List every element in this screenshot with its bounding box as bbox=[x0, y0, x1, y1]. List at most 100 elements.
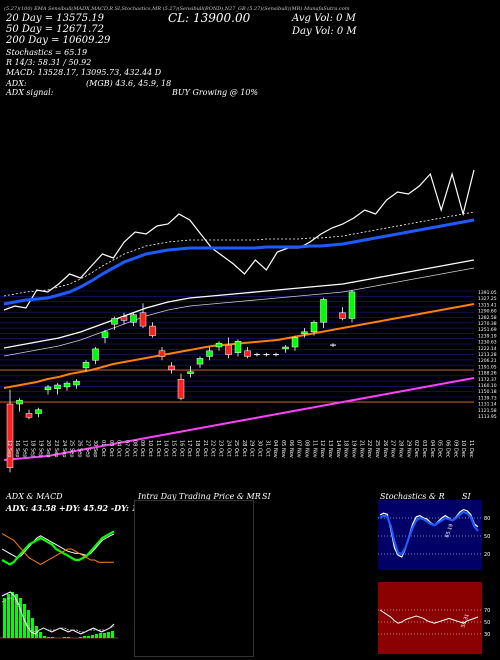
price-tick: 1113.95 bbox=[478, 414, 497, 420]
stoch-series-1 bbox=[379, 510, 479, 556]
rsi-bg bbox=[378, 582, 482, 654]
dashed-line bbox=[3, 211, 475, 297]
ma-line-3 bbox=[3, 377, 475, 461]
intraday-panel-title: Intra Day Trading Price & MR bbox=[138, 492, 261, 501]
date-tick: 18 Sep bbox=[29, 440, 35, 457]
date-tick: 24 Oct bbox=[225, 440, 231, 457]
price-tick: 1251.69 bbox=[478, 327, 497, 333]
macd-histogram-bar bbox=[43, 636, 46, 638]
macd-histogram-bar bbox=[91, 635, 94, 638]
price-tick: 1327.25 bbox=[478, 296, 497, 302]
macd-histogram-bar bbox=[79, 637, 82, 638]
price-tick: 1188.26 bbox=[478, 371, 497, 377]
macd-histogram-bar bbox=[19, 598, 22, 638]
candle-body bbox=[35, 409, 42, 414]
candle-body bbox=[149, 325, 156, 336]
candle-body bbox=[16, 399, 23, 405]
date-tick: 14 Nov bbox=[335, 440, 341, 458]
candle-body bbox=[82, 361, 90, 369]
date-tick: 10 Dec bbox=[460, 440, 466, 458]
adx-macd-chart bbox=[0, 512, 118, 658]
price-tick: 1121.58 bbox=[478, 408, 497, 414]
date-tick: 16 Sep bbox=[14, 440, 20, 457]
date-tick: 05 Dec bbox=[437, 440, 443, 458]
date-tick: 14 Oct bbox=[163, 440, 169, 457]
candle-body bbox=[177, 379, 185, 399]
date-tick: 17 Sep bbox=[22, 440, 28, 457]
price-tick: 1172.37 bbox=[478, 377, 497, 383]
candle-body bbox=[63, 382, 71, 388]
macd-histogram-bar bbox=[83, 636, 86, 638]
price-tick: 1213.28 bbox=[478, 352, 497, 358]
rsi-value: 58.31 bbox=[460, 613, 471, 629]
date-tick: 26 Sep bbox=[76, 440, 82, 457]
price-tick: 1222.14 bbox=[478, 346, 497, 352]
date-tick: 25 Sep bbox=[69, 440, 75, 457]
ema50-label: 50 Day = 12671.72 bbox=[6, 24, 104, 35]
candle-body bbox=[282, 346, 289, 350]
adx-series-2 bbox=[1, 533, 114, 565]
date-tick: 19 Nov bbox=[351, 440, 357, 458]
adx-signal-label: ADX signal: bbox=[6, 88, 54, 97]
macd-histogram-bar bbox=[87, 636, 90, 638]
date-tick: 06 Dec bbox=[445, 440, 451, 458]
date-tick: 03 Oct bbox=[108, 440, 114, 457]
date-tick: 02 Dec bbox=[413, 440, 419, 458]
stoch-value: 65.19 bbox=[444, 523, 455, 539]
rsi-tick: 30 bbox=[484, 632, 490, 638]
candle-body bbox=[196, 358, 204, 365]
macd-histogram-bar bbox=[15, 594, 18, 638]
candle-body bbox=[54, 384, 61, 390]
stoch-series-0 bbox=[379, 508, 479, 558]
candle-body bbox=[130, 314, 137, 323]
date-tick: 23 Sep bbox=[53, 440, 59, 457]
ema200-label: 200 Day = 10609.29 bbox=[6, 35, 111, 46]
date-tick: 22 Nov bbox=[366, 440, 372, 458]
candle-body bbox=[92, 348, 99, 361]
macd-histogram-bar bbox=[11, 592, 14, 638]
price-tick: 1270.38 bbox=[478, 321, 497, 327]
stoch-si: SI bbox=[462, 492, 471, 501]
price-tick: 1150.18 bbox=[478, 389, 497, 395]
price-tick: 1131.14 bbox=[478, 402, 497, 408]
ma-line-1 bbox=[3, 259, 475, 349]
date-tick: 30 Oct bbox=[257, 440, 263, 457]
date-tick: 05 Nov bbox=[280, 440, 286, 458]
macd-histogram-bar bbox=[7, 594, 10, 638]
date-tick: 06 Nov bbox=[288, 440, 294, 458]
date-tick: 27 Sep bbox=[84, 440, 90, 457]
price-tick: 1230.63 bbox=[478, 340, 497, 346]
date-tick: 25 Nov bbox=[374, 440, 380, 458]
date-tick: 27 Nov bbox=[390, 440, 396, 458]
date-tick: 19 Sep bbox=[37, 440, 43, 457]
date-tick: 07 Oct bbox=[123, 440, 129, 457]
date-tick: 28 Nov bbox=[398, 440, 404, 458]
r-label: R 14/3: 58.31 / 50.92 bbox=[6, 58, 92, 67]
candle-body bbox=[225, 344, 232, 355]
day-vol: Day Vol: 0 M bbox=[292, 26, 357, 37]
candle-body bbox=[158, 350, 166, 357]
stoch-tick: 80 bbox=[484, 516, 490, 522]
date-tick: 17 Oct bbox=[186, 440, 192, 457]
price-tick: 1160.10 bbox=[478, 383, 497, 389]
adx-series-0 bbox=[1, 533, 115, 559]
date-tick: 18 Oct bbox=[194, 440, 200, 457]
macd-histogram-bar bbox=[99, 633, 102, 638]
date-tick: 08 Nov bbox=[304, 440, 310, 458]
macd-histogram-bar bbox=[111, 631, 114, 638]
candle-body bbox=[25, 413, 33, 418]
date-tick: 18 Nov bbox=[343, 440, 349, 458]
rsi-chart: 70 50 30 58.31 bbox=[378, 582, 490, 654]
candle-body bbox=[310, 322, 318, 333]
adx-panel-readout: ADX: 43.58 +DY: 45.92 -DY: 18.04 bbox=[6, 503, 157, 513]
candle-body bbox=[120, 316, 128, 321]
price-tick: 1282.58 bbox=[478, 315, 497, 321]
date-tick: 11 Dec bbox=[468, 440, 474, 458]
adx-values: (MGB) 43.6, 45.9, 18 bbox=[86, 79, 172, 88]
date-tick: 31 Oct bbox=[264, 440, 270, 457]
candle-body bbox=[139, 312, 147, 327]
date-tick: 04 Oct bbox=[116, 440, 122, 457]
date-tick: 03 Dec bbox=[421, 440, 427, 458]
close-price-line bbox=[3, 169, 475, 311]
rsi-tick: 70 bbox=[484, 608, 490, 614]
